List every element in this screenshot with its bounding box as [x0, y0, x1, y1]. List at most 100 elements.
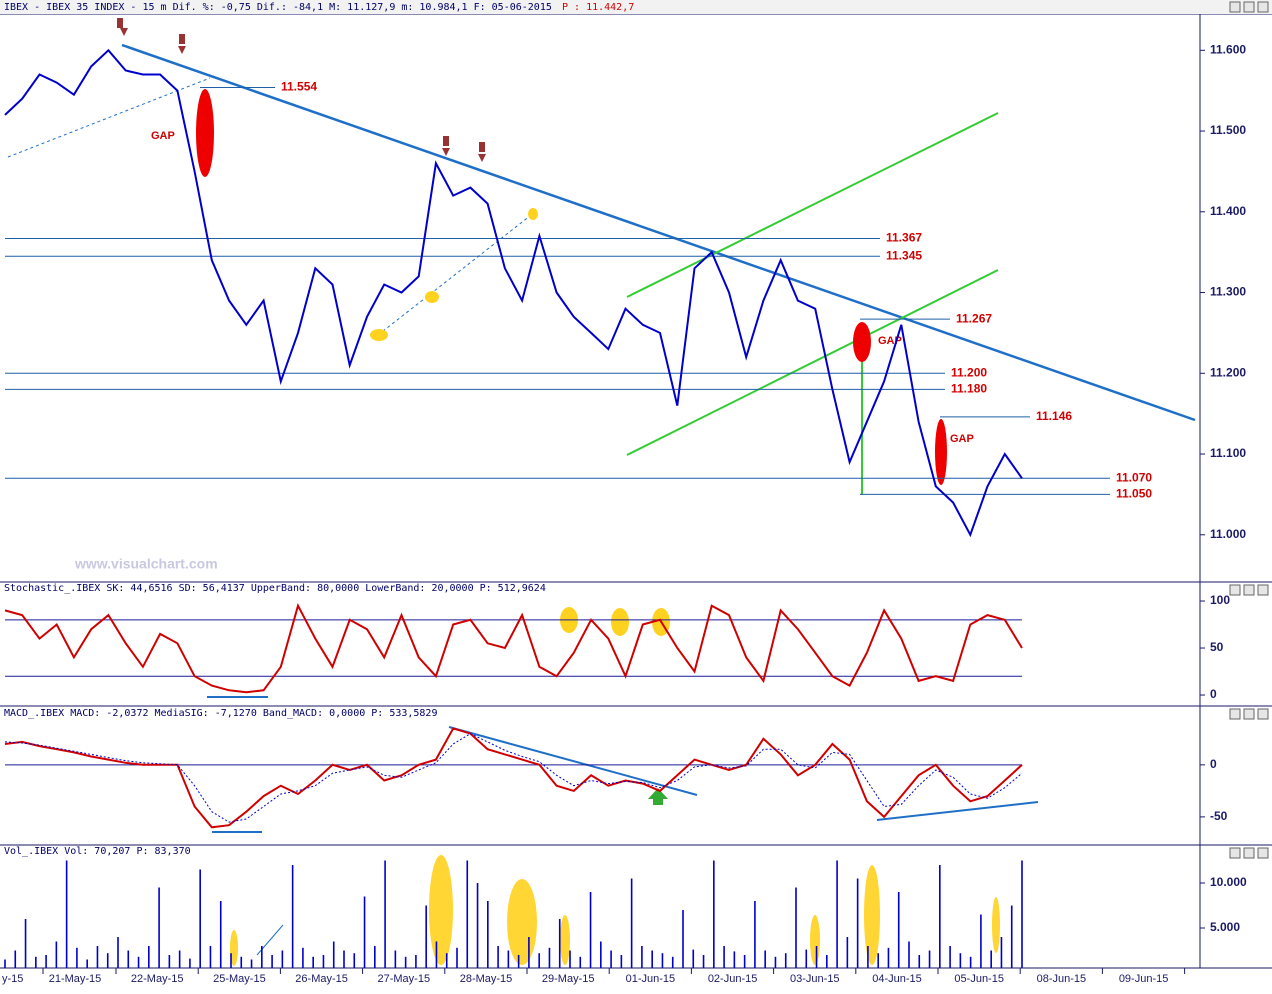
bar [877, 953, 879, 968]
bar [1021, 860, 1023, 968]
y-tick-label: 5.000 [1210, 920, 1240, 934]
bar [148, 946, 150, 968]
bar [517, 955, 520, 968]
panel-title: MACD_.IBEX MACD: -2,0372 MediaSIG: -7,12… [4, 708, 437, 719]
panel-title: Vol_.IBEX Vol: 70,207 P: 83,370 [4, 846, 191, 857]
x-tick-label: 08-Jun-15 [1037, 973, 1087, 985]
bar [65, 860, 68, 968]
y-tick-label: 11.500 [1210, 123, 1246, 137]
bar [86, 959, 88, 968]
bar [425, 905, 427, 968]
bar [117, 937, 119, 968]
bar [363, 896, 366, 968]
x-tick-label: 02-Jun-15 [708, 973, 758, 985]
level-label: 11.367 [886, 231, 922, 245]
level-label: 11.070 [1116, 470, 1152, 484]
bar [805, 949, 808, 968]
bar [137, 956, 140, 968]
bar [980, 914, 982, 968]
bar [456, 947, 458, 968]
bar [261, 946, 263, 968]
bar [692, 949, 695, 968]
bar [158, 887, 160, 968]
panel-title: Stochastic_.IBEX SK: 44,6516 SD: 56,4137… [4, 583, 546, 594]
bar [1010, 905, 1013, 968]
y-tick-label: 0 [1210, 687, 1217, 701]
bar [990, 950, 992, 968]
x-tick-label: 27-May-15 [378, 973, 431, 985]
y-tick-label: 11.200 [1210, 365, 1246, 379]
bar [887, 947, 890, 968]
bar [620, 955, 623, 968]
bar [856, 878, 859, 968]
x-tick-label: 25-May-15 [213, 973, 266, 985]
bar [271, 955, 273, 968]
bar [1000, 937, 1003, 968]
level-label: 11.267 [956, 311, 992, 325]
bar [538, 953, 540, 968]
y-tick-label: 11.400 [1210, 204, 1246, 218]
level-label: 11.554 [281, 80, 317, 94]
bar [189, 958, 191, 968]
annotation: GAP [151, 130, 175, 142]
series-line [4, 603, 1023, 694]
x-tick-label: 03-Jun-15 [790, 973, 840, 985]
bar [45, 955, 47, 968]
bar [353, 953, 356, 968]
bar [939, 864, 941, 968]
bar [127, 950, 130, 968]
bar [374, 946, 376, 968]
bar [55, 941, 58, 968]
bar [199, 869, 201, 968]
bar [836, 860, 838, 968]
bar [209, 946, 212, 968]
last-price: P : 11.442,7 [562, 2, 634, 13]
bar [35, 956, 37, 968]
bar [14, 950, 17, 968]
bar [764, 950, 766, 968]
bar [661, 953, 664, 968]
bar [784, 953, 787, 968]
series-line [4, 727, 1023, 829]
bar [846, 937, 849, 968]
bar [415, 955, 417, 968]
x-tick-label: 04-Jun-15 [872, 973, 922, 985]
bar [774, 956, 777, 968]
level-label: 11.146 [1036, 409, 1072, 423]
bar [908, 941, 910, 968]
bar [897, 892, 900, 968]
bar [743, 955, 746, 968]
window-buttons[interactable] [1229, 1, 1269, 859]
y-tick-label: 11.100 [1210, 446, 1246, 460]
header-bar [0, 0, 1272, 14]
x-tick-label: y-15 [2, 973, 23, 985]
bar [928, 950, 931, 968]
y-tick-label: 11.300 [1210, 285, 1246, 299]
bar [466, 860, 469, 968]
bar [281, 950, 284, 968]
bar [312, 956, 314, 968]
bar [815, 946, 818, 968]
bar [528, 937, 530, 968]
bar [969, 956, 972, 968]
bar [497, 946, 499, 968]
chart-title: IBEX - IBEX 35 INDEX - 15 m Dif. %: -0,7… [4, 2, 552, 13]
watermark: www.visualchart.com [74, 556, 218, 572]
bar [548, 947, 551, 968]
bar [589, 892, 592, 968]
bar [959, 953, 962, 968]
x-tick-label: 22-May-15 [131, 973, 184, 985]
bar [507, 950, 510, 968]
bar [754, 901, 756, 968]
bar [76, 947, 78, 968]
series-line [4, 48, 1023, 538]
bar [394, 950, 397, 968]
bar [332, 941, 335, 968]
bar [713, 860, 715, 968]
level-label: 11.050 [1116, 487, 1152, 501]
bar [795, 887, 797, 968]
level-label: 11.345 [886, 248, 922, 262]
series-line [4, 733, 1023, 823]
bar [826, 955, 828, 968]
bar [610, 950, 612, 968]
